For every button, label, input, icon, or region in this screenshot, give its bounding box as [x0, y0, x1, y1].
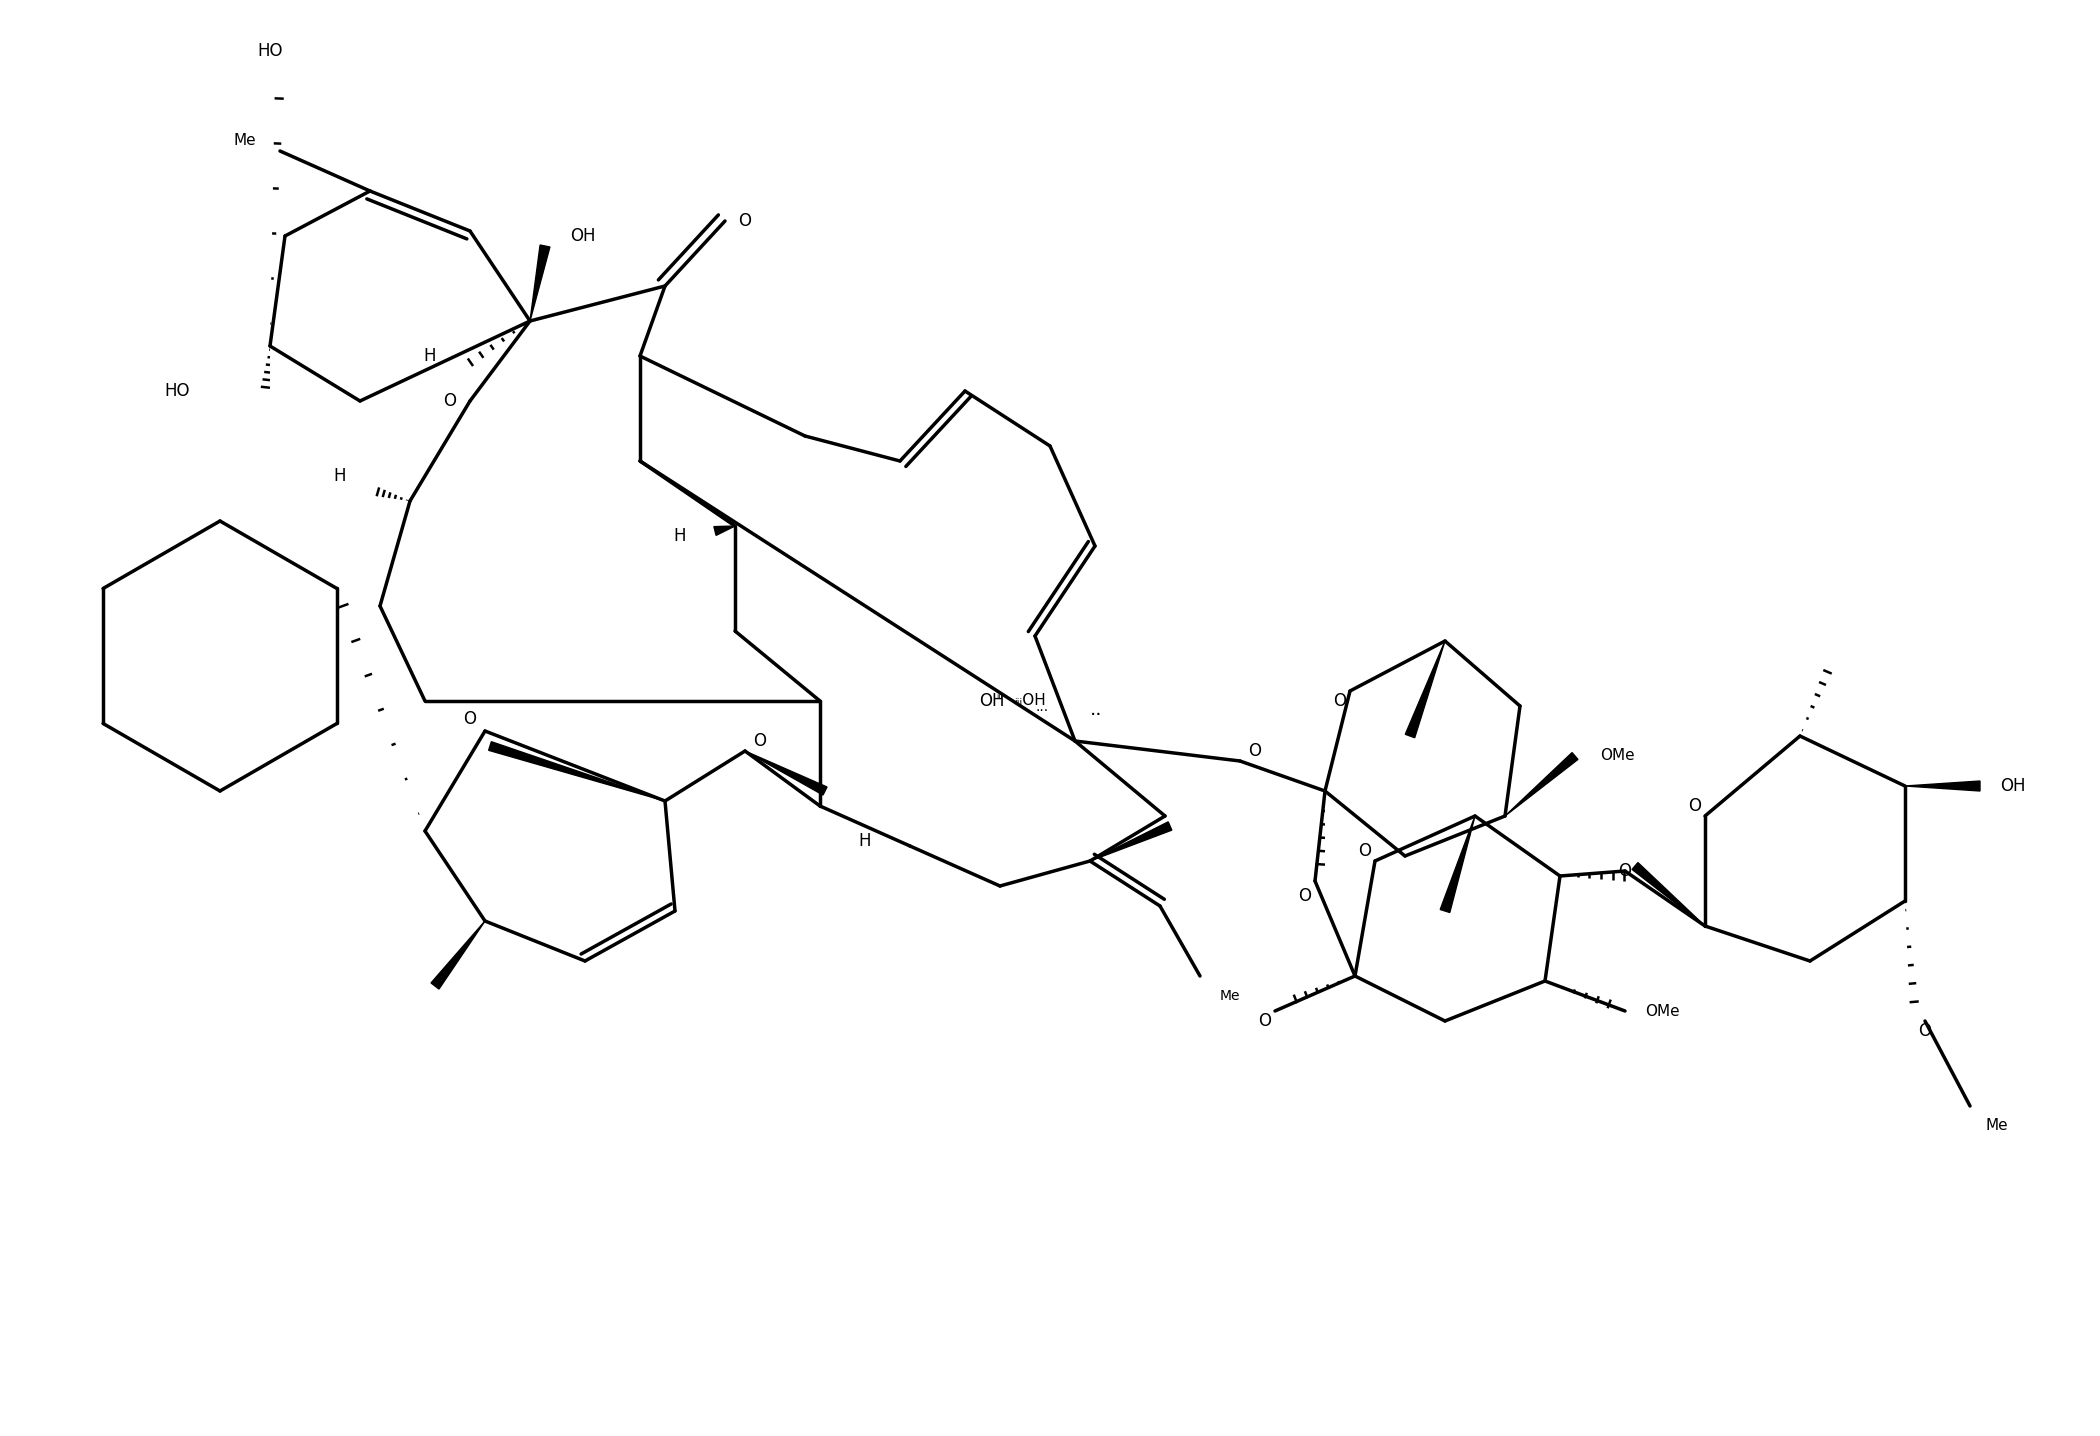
Text: HO: HO	[258, 42, 284, 60]
Text: O: O	[739, 213, 752, 230]
Polygon shape	[1405, 640, 1445, 738]
Text: OH: OH	[1999, 777, 2026, 796]
Text: O: O	[1334, 692, 1346, 709]
Text: OMe: OMe	[1600, 748, 1634, 764]
Text: ···: ···	[1035, 704, 1048, 718]
Text: O: O	[1688, 797, 1701, 816]
Polygon shape	[1441, 816, 1474, 912]
Text: O: O	[1619, 862, 1632, 880]
Polygon shape	[430, 920, 485, 989]
Text: H: H	[334, 467, 346, 485]
Text: O: O	[754, 732, 766, 750]
Polygon shape	[1090, 821, 1172, 862]
Text: O: O	[1258, 1012, 1270, 1030]
Polygon shape	[714, 526, 735, 536]
Polygon shape	[1905, 781, 1980, 791]
Polygon shape	[529, 246, 550, 322]
Text: ᵢᵢᵢOH: ᵢᵢᵢOH	[1014, 694, 1046, 708]
Text: O: O	[443, 392, 456, 411]
Text: OMe: OMe	[1644, 1004, 1680, 1018]
Polygon shape	[1506, 752, 1577, 816]
Text: OH: OH	[569, 227, 596, 246]
Polygon shape	[746, 751, 827, 796]
Text: O: O	[1298, 887, 1312, 905]
Text: Me: Me	[1984, 1119, 2008, 1133]
Polygon shape	[1632, 863, 1705, 926]
Text: O: O	[464, 709, 477, 728]
Text: H: H	[859, 831, 872, 850]
Text: HO: HO	[164, 382, 189, 401]
Text: ᵢᵢᵢ: ᵢᵢᵢ	[998, 689, 1004, 702]
Text: O: O	[1359, 841, 1371, 860]
Polygon shape	[489, 742, 666, 801]
Text: H: H	[424, 348, 437, 365]
Text: O: O	[1919, 1022, 1932, 1040]
Text: Me: Me	[233, 134, 256, 148]
Text: O: O	[1250, 742, 1262, 760]
Text: OH: OH	[979, 692, 1006, 709]
Text: H: H	[674, 527, 687, 546]
Text: ··: ··	[1090, 707, 1102, 725]
Text: Me: Me	[1220, 989, 1241, 1002]
